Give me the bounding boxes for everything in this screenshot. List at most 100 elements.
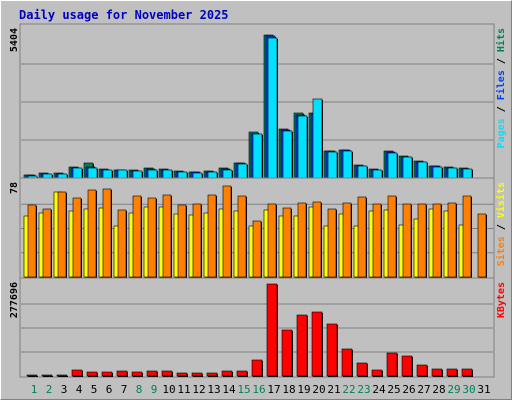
bar-sites-day-31 (477, 213, 487, 278)
bar-kbytes-day-1 (26, 374, 38, 377)
bar-pages-day-12 (192, 172, 203, 179)
x-tick-label-day-18: 18 (282, 383, 295, 396)
bar-kbytes-day-28 (431, 368, 443, 377)
x-tick-label-day-8: 8 (136, 383, 143, 396)
x-tick-label-day-28: 28 (432, 383, 445, 396)
bar-sites-day-27 (417, 203, 427, 278)
bar-sites-day-16 (252, 220, 262, 278)
x-tick-label-day-4: 4 (76, 383, 83, 396)
bar-sites-day-25 (387, 195, 397, 278)
x-tick-label-day-30: 30 (462, 383, 475, 396)
bar-kbytes-day-21 (326, 323, 338, 377)
x-tick-label-day-13: 13 (207, 383, 220, 396)
bar-sites-day-12 (192, 203, 202, 278)
series-legend-label: KBytes (496, 282, 507, 318)
bar-sites-day-9 (147, 197, 157, 278)
x-tick-label-day-27: 27 (417, 383, 430, 396)
bar-kbytes-day-7 (116, 370, 128, 377)
y-max-label: 78 (9, 182, 20, 194)
x-tick-label-day-20: 20 (312, 383, 325, 396)
bar-kbytes-day-3-shadow (58, 376, 68, 377)
x-tick-label-day-22: 22 (342, 383, 355, 396)
bar-sites-day-28 (432, 203, 442, 278)
x-tick-label-day-17: 17 (267, 383, 280, 396)
bar-pages-day-30 (462, 168, 473, 179)
bar-sites-day-4 (72, 197, 82, 278)
bar-sites-day-18 (282, 207, 292, 278)
chart-title: Daily usage for November 2025 (19, 8, 229, 22)
bar-sites-day-21 (327, 208, 337, 278)
x-tick-label-day-29: 29 (447, 383, 460, 396)
bar-pages-day-9 (147, 169, 158, 179)
y-max-label: 277696 (9, 282, 20, 318)
bar-sites-day-20 (312, 201, 322, 278)
legend-part: Files (495, 70, 507, 100)
x-tick-label-day-2: 2 (46, 383, 53, 396)
bar-kbytes-day-11 (176, 372, 188, 377)
bar-pages-day-29 (447, 167, 458, 179)
x-tick-label-day-12: 12 (192, 383, 205, 396)
x-tick-label-day-23: 23 (357, 383, 370, 396)
bar-kbytes-day-2-shadow (43, 376, 53, 377)
bar-pages-day-28 (432, 166, 443, 179)
legend-part: Pages (496, 118, 507, 148)
series-legend-label: Sites / Visits (495, 182, 507, 266)
x-tick-label-day-31: 31 (477, 383, 490, 396)
bar-sites-day-10 (162, 194, 172, 278)
bar-pages-day-26 (402, 156, 413, 179)
bar-pages-day-23 (357, 165, 368, 179)
x-tick-label-day-11: 11 (177, 383, 190, 396)
bar-pages-day-13 (207, 171, 218, 179)
bar-pages-day-22 (342, 150, 353, 179)
bar-kbytes-day-8 (131, 371, 143, 377)
bar-pages-day-11 (177, 171, 188, 179)
bar-sites-day-26 (402, 203, 412, 278)
bar-sites-day-3 (57, 191, 67, 278)
bar-kbytes-day-12 (191, 372, 203, 377)
bar-sites-day-30 (462, 195, 472, 278)
bar-sites-day-15 (237, 195, 247, 278)
legend-part: / (496, 100, 507, 118)
bar-kbytes-day-29 (446, 368, 458, 377)
bar-kbytes-day-27 (416, 364, 428, 377)
bar-sites-day-14 (222, 185, 232, 278)
bar-kbytes-day-17 (266, 283, 278, 377)
bar-pages-day-14 (222, 169, 233, 179)
bar-pages-day-25 (387, 152, 398, 179)
bar-kbytes-day-23 (356, 362, 368, 377)
bar-pages-day-21 (327, 151, 338, 179)
x-tick-label-day-16: 16 (252, 383, 265, 396)
bar-pages-day-4 (72, 167, 83, 179)
bar-pages-day-16 (252, 133, 263, 179)
bar-sites-day-11 (177, 204, 187, 278)
x-tick-label-day-24: 24 (372, 383, 386, 396)
bar-kbytes-day-14 (221, 370, 233, 377)
bar-kbytes-day-1-shadow (28, 376, 38, 377)
bar-kbytes-day-22 (341, 348, 353, 377)
x-tick-label-day-5: 5 (91, 383, 98, 396)
x-tick-label-day-6: 6 (106, 383, 113, 396)
bar-kbytes-day-20 (311, 311, 323, 377)
bar-kbytes-day-30 (461, 368, 473, 377)
bar-kbytes-day-24 (371, 369, 383, 377)
bar-sites-day-5 (87, 189, 97, 278)
bar-pages-day-5 (87, 167, 98, 179)
bar-kbytes-day-10 (161, 370, 173, 377)
bar-kbytes-day-16 (251, 359, 263, 377)
bar-pages-day-15 (237, 163, 248, 179)
legend-part: / (496, 52, 507, 70)
legend-part: / (496, 218, 507, 236)
x-tick-label-day-19: 19 (297, 383, 310, 396)
x-tick-label-day-26: 26 (402, 383, 415, 396)
legend-part: Sites (495, 236, 507, 266)
bar-sites-day-23 (357, 196, 367, 278)
bar-pages-day-8 (132, 170, 143, 179)
y-max-label: 5404 (9, 28, 20, 52)
bar-sites-day-8 (132, 195, 142, 278)
bar-kbytes-day-2 (41, 374, 53, 377)
legend-part: Visits (495, 182, 507, 218)
bar-sites-day-6 (102, 188, 112, 278)
x-tick-label-day-3: 3 (61, 383, 68, 396)
bar-pages-day-18 (282, 130, 293, 179)
